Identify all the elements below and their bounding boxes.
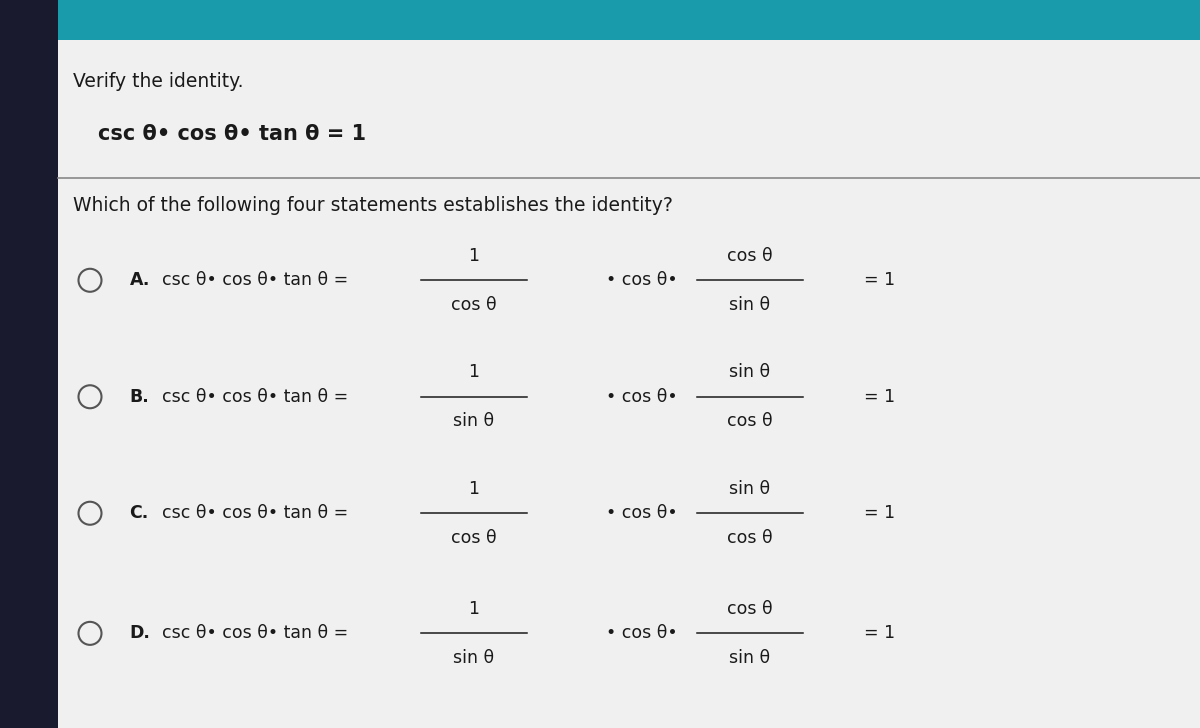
Text: • cos θ•: • cos θ• (606, 505, 678, 522)
Text: cos θ: cos θ (727, 529, 773, 547)
Text: sin θ: sin θ (730, 649, 770, 667)
Text: csc θ• cos θ• tan θ =: csc θ• cos θ• tan θ = (162, 272, 348, 289)
Text: B.: B. (130, 388, 149, 405)
Text: csc θ• cos θ• tan θ =: csc θ• cos θ• tan θ = (162, 505, 348, 522)
Text: sin θ: sin θ (730, 363, 770, 381)
Text: = 1: = 1 (864, 625, 895, 642)
Text: csc θ• cos θ• tan θ =: csc θ• cos θ• tan θ = (162, 388, 348, 405)
Text: cos θ: cos θ (451, 296, 497, 314)
Text: cos θ: cos θ (451, 529, 497, 547)
Text: sin θ: sin θ (454, 412, 494, 430)
Text: = 1: = 1 (864, 388, 895, 405)
Text: • cos θ•: • cos θ• (606, 625, 678, 642)
Text: • cos θ•: • cos θ• (606, 388, 678, 405)
Text: A.: A. (130, 272, 150, 289)
Text: 1: 1 (468, 600, 480, 618)
Text: • cos θ•: • cos θ• (606, 272, 678, 289)
Text: Verify the identity.: Verify the identity. (73, 72, 244, 91)
Text: D.: D. (130, 625, 150, 642)
Text: sin θ: sin θ (454, 649, 494, 667)
Text: Which of the following four statements establishes the identity?: Which of the following four statements e… (73, 197, 672, 215)
Text: cos θ: cos θ (727, 412, 773, 430)
Text: 1: 1 (468, 363, 480, 381)
Text: csc θ• cos θ• tan θ =: csc θ• cos θ• tan θ = (162, 625, 348, 642)
Text: cos θ: cos θ (727, 247, 773, 265)
Bar (0, 0, 58, 728)
Text: = 1: = 1 (864, 272, 895, 289)
Text: 1: 1 (468, 480, 480, 498)
Text: C.: C. (130, 505, 149, 522)
Bar (0, 0, 1200, 40)
Text: = 1: = 1 (864, 505, 895, 522)
Text: cos θ: cos θ (727, 600, 773, 618)
Text: sin θ: sin θ (730, 296, 770, 314)
Text: sin θ: sin θ (730, 480, 770, 498)
Text: 1: 1 (468, 247, 480, 265)
Text: csc θ• cos θ• tan θ = 1: csc θ• cos θ• tan θ = 1 (97, 124, 366, 144)
